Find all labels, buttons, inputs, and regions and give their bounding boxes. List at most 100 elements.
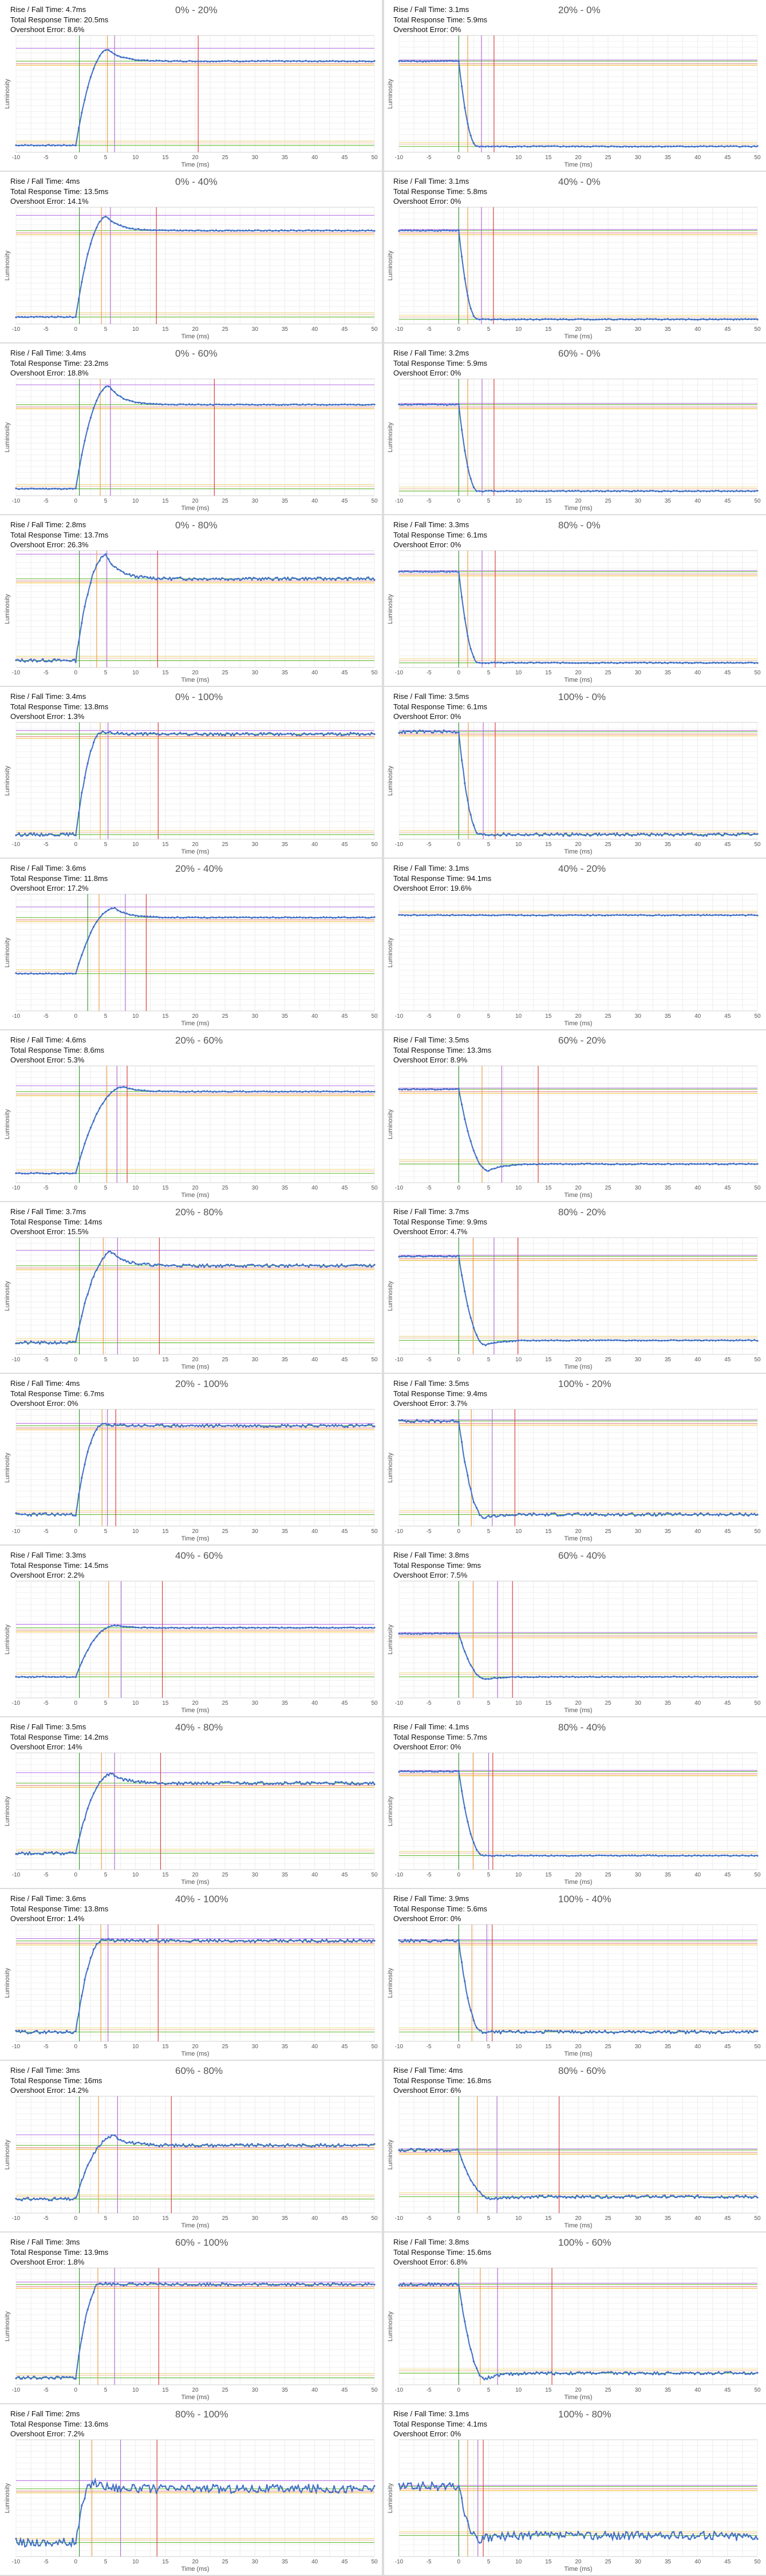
data-point [158, 1263, 160, 1266]
data-point [57, 1342, 59, 1344]
data-point [700, 2030, 702, 2032]
data-point [613, 1855, 615, 1857]
data-point [346, 1626, 349, 1629]
data-point [263, 2145, 265, 2147]
data-point [753, 1676, 756, 1678]
data-point [343, 60, 346, 62]
data-point [452, 1419, 454, 1421]
data-point [613, 319, 615, 321]
x-tick-label: 30 [635, 1185, 642, 1191]
data-point [440, 1941, 442, 1943]
data-point [664, 1163, 666, 1165]
data-point [287, 60, 289, 62]
data-point [123, 1423, 125, 1426]
data-point [418, 1088, 421, 1091]
data-point [434, 1255, 436, 1258]
data-point [120, 1258, 122, 1260]
x-tick-label: 50 [371, 2044, 378, 2050]
x-tick-label: 15 [162, 841, 169, 848]
data-point [714, 1340, 717, 1342]
data-point [751, 1676, 753, 1678]
data-point [346, 60, 349, 62]
data-point [131, 1088, 134, 1090]
y-axis-label: Luminosity [387, 1624, 394, 1654]
data-point [81, 281, 83, 283]
data-point [717, 2030, 720, 2032]
stat-line: Total Response Time: 20.5ms [10, 15, 109, 24]
data-point [242, 577, 244, 579]
data-point [96, 400, 98, 402]
data-point [84, 777, 86, 779]
data-point [72, 659, 74, 661]
data-point [574, 2030, 577, 2033]
chart-panel: -10 -5 0 5 10 15 20 25 30 35 40 45 50 Time (ms) Lumino… [2, 1030, 380, 1201]
x-tick-label: 10 [515, 841, 522, 848]
data-point [670, 491, 672, 493]
data-point [227, 1939, 229, 1942]
data-point [610, 1339, 612, 1341]
x-tick-label: 5 [104, 1700, 108, 1706]
data-point [422, 1771, 424, 1773]
data-point [143, 575, 145, 578]
data-point [705, 145, 708, 148]
data-point [508, 833, 511, 835]
data-point [565, 662, 567, 664]
x-tick-label: 0 [457, 1185, 461, 1191]
data-point [254, 577, 256, 579]
data-point [484, 145, 487, 148]
x-tick-label: 5 [487, 670, 491, 676]
data-point [337, 404, 340, 406]
data-point [568, 145, 570, 148]
data-point [508, 1676, 511, 1678]
data-point [479, 1163, 481, 1165]
data-point [479, 145, 481, 148]
data-point [574, 489, 577, 492]
data-point [230, 1781, 232, 1784]
x-tick-label: 5 [487, 841, 491, 848]
data-point [705, 1513, 708, 1515]
data-point [361, 1424, 364, 1427]
data-point [670, 1163, 672, 1165]
data-point [233, 60, 235, 62]
data-point [601, 1163, 603, 1165]
data-point [673, 835, 675, 837]
data-point [487, 1678, 490, 1680]
data-point [364, 916, 367, 919]
data-point [224, 2144, 226, 2146]
data-point [712, 1340, 714, 1342]
data-point [140, 2143, 143, 2145]
data-point [104, 1098, 107, 1100]
x-tick-label: -5 [44, 2044, 49, 2050]
data-point [532, 662, 535, 664]
data-point [461, 596, 463, 598]
data-point [179, 1783, 181, 1785]
data-point [24, 661, 26, 663]
data-point [702, 835, 705, 837]
data-point [398, 60, 400, 62]
data-point [574, 1676, 577, 1678]
x-tick-label: 25 [605, 670, 612, 676]
x-tick-label: 10 [132, 1357, 139, 1363]
data-point [215, 1091, 218, 1093]
data-point [295, 1424, 298, 1427]
data-point [678, 490, 681, 493]
data-point [21, 1513, 23, 1516]
x-axis-label: Time (ms) [181, 1535, 209, 1542]
data-point [128, 573, 131, 575]
x-tick-label: 40 [694, 326, 701, 333]
x-tick-label: 5 [104, 670, 108, 676]
data-point [283, 1266, 286, 1268]
x-tick-label: 45 [341, 2215, 348, 2222]
data-point [60, 1514, 62, 1516]
x-tick-label: 40 [694, 1528, 701, 1535]
data-point [753, 1339, 756, 1341]
data-point [269, 1939, 271, 1942]
data-point [568, 1513, 570, 1515]
data-point [57, 1676, 59, 1678]
data-point [741, 662, 744, 664]
data-point [125, 1938, 128, 1941]
data-point [705, 490, 708, 492]
data-point [469, 813, 472, 816]
data-point [21, 1851, 23, 1854]
